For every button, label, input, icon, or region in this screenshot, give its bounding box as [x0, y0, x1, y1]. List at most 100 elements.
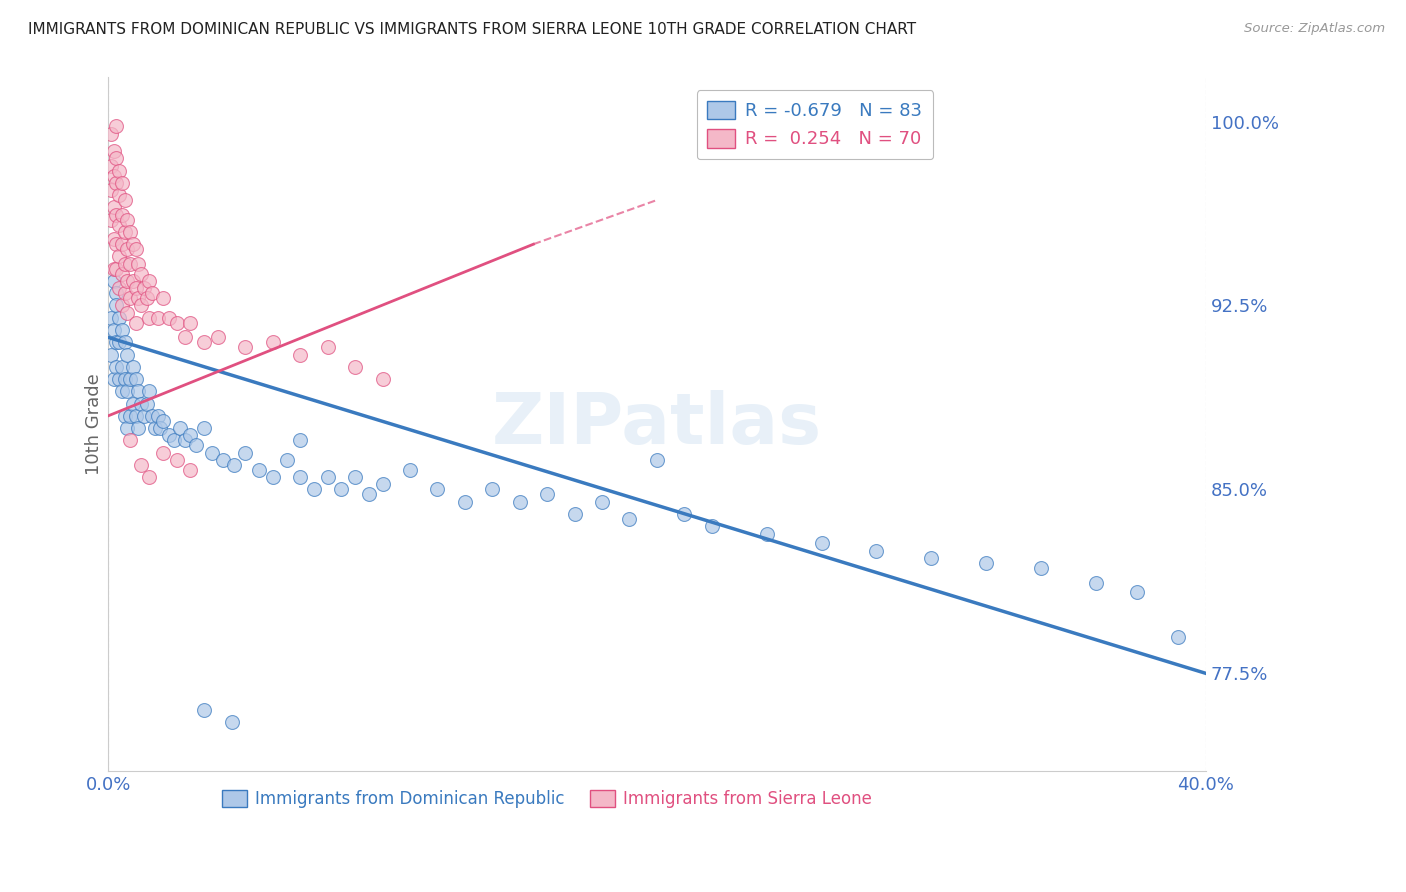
Point — [124, 242, 146, 256]
Point — [179, 463, 201, 477]
Point — [290, 470, 312, 484]
Point — [103, 144, 125, 158]
Point — [127, 291, 149, 305]
Point — [108, 249, 131, 263]
Point — [127, 421, 149, 435]
Point — [371, 372, 394, 386]
Point — [105, 237, 128, 252]
Point — [212, 453, 235, 467]
Point — [103, 261, 125, 276]
Point — [132, 409, 155, 423]
Point — [193, 335, 215, 350]
Point — [207, 330, 229, 344]
Point — [120, 372, 142, 386]
Point — [138, 384, 160, 399]
Point — [201, 445, 224, 459]
Point — [105, 298, 128, 312]
Point — [135, 291, 157, 305]
Point — [564, 507, 586, 521]
Point — [163, 434, 186, 448]
Point — [111, 176, 134, 190]
Point — [114, 257, 136, 271]
Point — [290, 347, 312, 361]
Point — [124, 409, 146, 423]
Point — [454, 494, 477, 508]
Point — [114, 372, 136, 386]
Point — [108, 310, 131, 325]
Point — [108, 188, 131, 202]
Point — [129, 267, 152, 281]
Point — [127, 384, 149, 399]
Point — [111, 323, 134, 337]
Point — [100, 127, 122, 141]
Point — [224, 458, 246, 472]
Point — [235, 445, 257, 459]
Point — [536, 487, 558, 501]
Point — [138, 470, 160, 484]
Point — [174, 434, 197, 448]
Point — [138, 310, 160, 325]
Point — [262, 335, 284, 350]
Point — [117, 384, 139, 399]
Point — [152, 291, 174, 305]
Point — [1029, 561, 1052, 575]
Point — [122, 359, 145, 374]
Point — [105, 335, 128, 350]
Point — [108, 163, 131, 178]
Point — [146, 310, 169, 325]
Point — [1167, 630, 1189, 644]
Point — [399, 463, 422, 477]
Point — [619, 512, 641, 526]
Point — [591, 494, 613, 508]
Point — [974, 556, 997, 570]
Point — [673, 507, 696, 521]
Point — [221, 715, 243, 730]
Point — [127, 257, 149, 271]
Point — [105, 120, 128, 134]
Point — [114, 193, 136, 207]
Point — [157, 310, 180, 325]
Point — [100, 347, 122, 361]
Point — [111, 267, 134, 281]
Point — [481, 483, 503, 497]
Point — [105, 152, 128, 166]
Point — [152, 414, 174, 428]
Point — [120, 434, 142, 448]
Point — [143, 421, 166, 435]
Point — [122, 274, 145, 288]
Point — [135, 396, 157, 410]
Point — [105, 261, 128, 276]
Point — [124, 316, 146, 330]
Point — [1126, 585, 1149, 599]
Point — [276, 453, 298, 467]
Point — [100, 183, 122, 197]
Point — [108, 281, 131, 295]
Point — [129, 458, 152, 472]
Point — [103, 201, 125, 215]
Point — [169, 421, 191, 435]
Point — [179, 428, 201, 442]
Point — [114, 286, 136, 301]
Point — [117, 274, 139, 288]
Point — [120, 225, 142, 239]
Point — [108, 335, 131, 350]
Y-axis label: 10th Grade: 10th Grade — [86, 374, 103, 475]
Point — [426, 483, 449, 497]
Point — [103, 274, 125, 288]
Point — [235, 340, 257, 354]
Point — [700, 519, 723, 533]
Point — [122, 396, 145, 410]
Point — [865, 543, 887, 558]
Point — [371, 477, 394, 491]
Point — [124, 281, 146, 295]
Text: ZIPatlas: ZIPatlas — [492, 390, 823, 458]
Point — [111, 359, 134, 374]
Point — [357, 487, 380, 501]
Point — [179, 316, 201, 330]
Point — [344, 470, 367, 484]
Point — [114, 409, 136, 423]
Point — [114, 335, 136, 350]
Point — [166, 316, 188, 330]
Point — [193, 703, 215, 717]
Point — [114, 225, 136, 239]
